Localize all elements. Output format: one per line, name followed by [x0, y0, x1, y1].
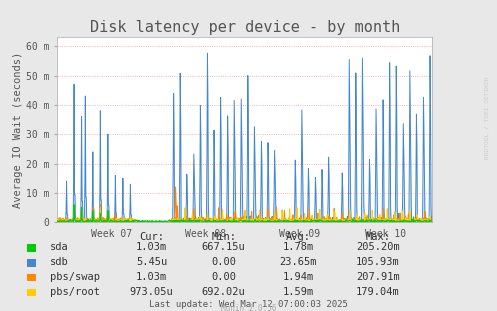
Text: 1.59m: 1.59m — [283, 287, 314, 297]
Text: 1.94m: 1.94m — [283, 272, 314, 282]
Text: 207.91m: 207.91m — [356, 272, 400, 282]
Text: pbs/root: pbs/root — [50, 287, 100, 297]
Text: 5.45u: 5.45u — [136, 257, 167, 267]
Text: pbs/swap: pbs/swap — [50, 272, 100, 282]
Text: Max:: Max: — [365, 232, 390, 242]
Text: Week 10: Week 10 — [365, 229, 406, 239]
Text: Week 08: Week 08 — [185, 229, 226, 239]
Text: sda: sda — [50, 242, 69, 252]
Text: 667.15u: 667.15u — [202, 242, 246, 252]
Text: Week 07: Week 07 — [91, 229, 132, 239]
Text: 1.03m: 1.03m — [136, 242, 167, 252]
Text: 0.00: 0.00 — [211, 272, 236, 282]
Text: Week 09: Week 09 — [279, 229, 320, 239]
Text: sdb: sdb — [50, 257, 69, 267]
Text: 105.93m: 105.93m — [356, 257, 400, 267]
Text: 1.78m: 1.78m — [283, 242, 314, 252]
Text: 179.04m: 179.04m — [356, 287, 400, 297]
Text: Cur:: Cur: — [139, 232, 164, 242]
Text: RRDTOOL / TOBI OETIKER: RRDTOOL / TOBI OETIKER — [485, 77, 490, 160]
Text: 1.03m: 1.03m — [136, 272, 167, 282]
Text: Min:: Min: — [211, 232, 236, 242]
Text: Avg:: Avg: — [286, 232, 311, 242]
Text: 692.02u: 692.02u — [202, 287, 246, 297]
Text: 23.65m: 23.65m — [279, 257, 317, 267]
Text: 0.00: 0.00 — [211, 257, 236, 267]
Text: 973.05u: 973.05u — [130, 287, 173, 297]
Title: Disk latency per device - by month: Disk latency per device - by month — [89, 20, 400, 35]
Y-axis label: Average IO Wait (seconds): Average IO Wait (seconds) — [13, 52, 23, 208]
Text: 205.20m: 205.20m — [356, 242, 400, 252]
Text: Munin 2.0.56: Munin 2.0.56 — [221, 304, 276, 311]
Text: Last update: Wed Mar 12 07:00:03 2025: Last update: Wed Mar 12 07:00:03 2025 — [149, 299, 348, 309]
